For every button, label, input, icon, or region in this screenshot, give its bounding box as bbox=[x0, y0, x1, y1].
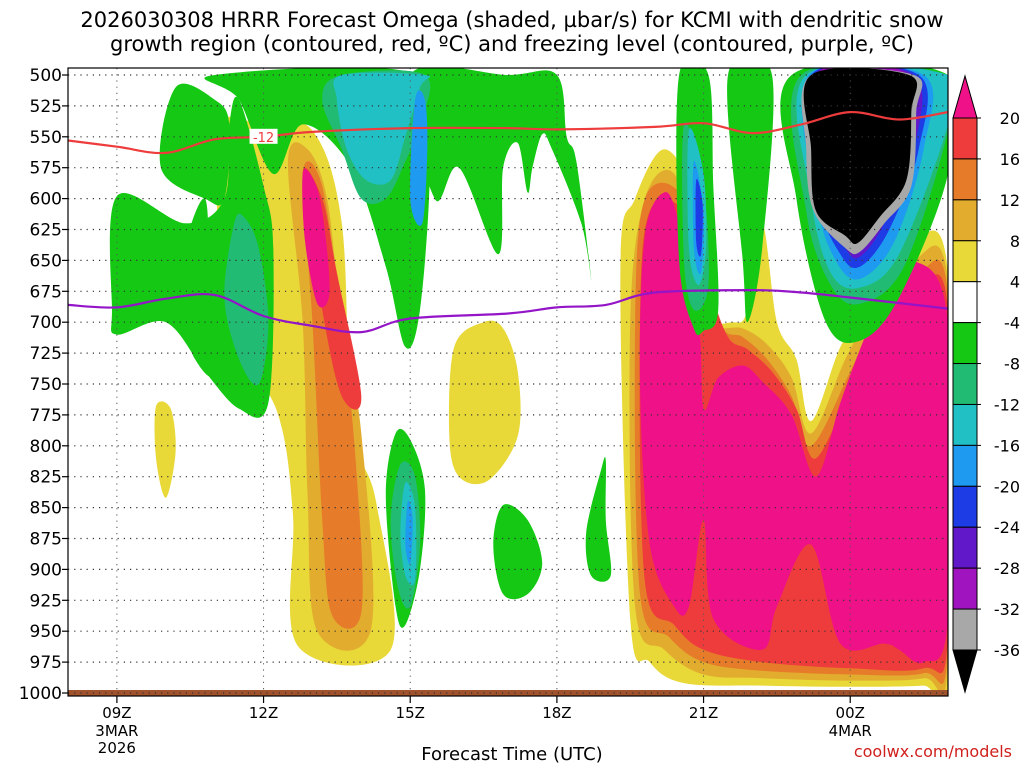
colorbar-swatch-6 bbox=[952, 322, 978, 365]
colorbar-swatch-8 bbox=[952, 403, 978, 446]
colorbar-label-2: 12 bbox=[1000, 191, 1020, 210]
omega-region-33 bbox=[405, 500, 413, 565]
y-tick-label-875: 875 bbox=[30, 530, 62, 550]
colorbar-swatch-11 bbox=[952, 526, 978, 569]
dgz-label-bg bbox=[249, 128, 278, 144]
y-tick-label-975: 975 bbox=[30, 653, 62, 673]
colorbar-label-10: -24 bbox=[994, 518, 1020, 537]
colorbar-swatch-1 bbox=[952, 117, 978, 160]
dgz-contour-line bbox=[68, 110, 948, 155]
colorbar-top-arrow bbox=[952, 74, 978, 119]
x-tick-label-00Z: 00Z bbox=[836, 704, 865, 722]
y-tick-label-700: 700 bbox=[30, 313, 62, 333]
y-tick-label-750: 750 bbox=[30, 375, 62, 395]
y-tick-label-500: 500 bbox=[30, 66, 62, 86]
axes: 500 525 550 575 600 625 650 675 700 725 750 775 800 8… bbox=[19, 66, 872, 757]
colorbar-swatch-13 bbox=[952, 608, 978, 651]
y-tick-label-650: 650 bbox=[30, 251, 62, 271]
plot-frame bbox=[67, 67, 949, 697]
colorbar-swatch-3 bbox=[952, 199, 978, 242]
x-tick-label-15Z: 15Z bbox=[396, 704, 425, 722]
colorbar-label-13: -36 bbox=[994, 641, 1020, 660]
x-tick-label-12Z: 12Z bbox=[249, 704, 278, 722]
y-tick-label-800: 800 bbox=[30, 437, 62, 457]
y-tick-label-775: 775 bbox=[30, 406, 62, 426]
omega-region-42 bbox=[183, 198, 216, 377]
x-tick-label-09Z: 09Z bbox=[102, 704, 131, 722]
y-tick-label-575: 575 bbox=[30, 159, 62, 179]
colorbar-label-5: -4 bbox=[1004, 314, 1020, 333]
y-tick-label-825: 825 bbox=[30, 468, 62, 488]
y-tick-label-950: 950 bbox=[30, 622, 62, 642]
contour-lines: -12 bbox=[68, 110, 948, 334]
source-credit[interactable]: coolwx.com/models bbox=[853, 742, 1012, 761]
x-tick-label-18Z: 18Z bbox=[542, 704, 571, 722]
omega-region-32 bbox=[409, 90, 428, 226]
colorbar-swatch-12 bbox=[952, 567, 978, 610]
omega-region-4 bbox=[302, 168, 330, 308]
y-tick-label-600: 600 bbox=[30, 190, 62, 210]
omega-region-6 bbox=[154, 401, 176, 498]
grid-lines bbox=[68, 68, 948, 694]
omega-region-41 bbox=[803, 68, 918, 244]
y-tick-label-675: 675 bbox=[30, 282, 62, 302]
colorbar-label-3: 8 bbox=[1010, 232, 1020, 251]
omega-region-5 bbox=[448, 320, 521, 485]
x-axis-label: Forecast Time (UTC) bbox=[421, 744, 603, 765]
colorbar-label-11: -28 bbox=[994, 559, 1020, 578]
omega-region-16 bbox=[407, 68, 592, 281]
x-tick-label-21Z: 21Z bbox=[689, 704, 718, 722]
y-tick-label-1000: 1000 bbox=[19, 684, 62, 704]
dgz-contour-label: -12 bbox=[253, 131, 274, 146]
colorbar-bottom-arrow bbox=[952, 649, 978, 694]
y-tick-label-525: 525 bbox=[30, 97, 62, 117]
omega-region-18 bbox=[493, 504, 543, 600]
colorbar-label-0: 20 bbox=[1000, 109, 1020, 128]
x-tick-date-00Z: 4MAR bbox=[829, 722, 872, 740]
ground-strip bbox=[68, 690, 948, 696]
freezing-level-line bbox=[68, 288, 948, 334]
y-tick-label-925: 925 bbox=[30, 591, 62, 611]
omega-region-23 bbox=[224, 213, 269, 386]
colorbar-label-1: 16 bbox=[1000, 150, 1020, 169]
colorbar-swatch-5 bbox=[952, 281, 978, 324]
y-tick-label-850: 850 bbox=[30, 499, 62, 519]
omega-region-12 bbox=[639, 192, 948, 664]
colorbar-label-6: -8 bbox=[1004, 355, 1020, 374]
colorbar-swatch-2 bbox=[952, 158, 978, 201]
colorbar-label-9: -20 bbox=[994, 477, 1020, 496]
colorbar-label-8: -16 bbox=[994, 436, 1020, 455]
y-tick-label-550: 550 bbox=[30, 128, 62, 148]
y-tick-label-625: 625 bbox=[30, 221, 62, 241]
colorbar-swatch-4 bbox=[952, 240, 978, 283]
omega-region-19 bbox=[585, 456, 612, 582]
colorbar-label-4: 4 bbox=[1010, 273, 1020, 292]
colorbar: 20 16 12 8 4 -4 -8 -12 -16 -20 -24 -28 -32 -36 bbox=[952, 74, 1020, 694]
colorbar-label-12: -32 bbox=[994, 600, 1020, 619]
colorbar-swatch-10 bbox=[952, 485, 978, 528]
y-tick-label-900: 900 bbox=[30, 560, 62, 580]
y-tick-label-725: 725 bbox=[30, 344, 62, 364]
colorbar-label-7: -12 bbox=[994, 395, 1020, 414]
colorbar-swatch-9 bbox=[952, 444, 978, 487]
x-tick-year-09Z: 2026 bbox=[98, 739, 136, 757]
chart-title-line-2: growth region (contoured, red, ºC) and f… bbox=[110, 32, 914, 56]
colorbar-swatch-7 bbox=[952, 363, 978, 405]
x-tick-date-09Z: 3MAR bbox=[95, 722, 138, 740]
chart-title-line-1: 2026030308 HRRR Forecast Omega (shaded, … bbox=[80, 8, 944, 32]
